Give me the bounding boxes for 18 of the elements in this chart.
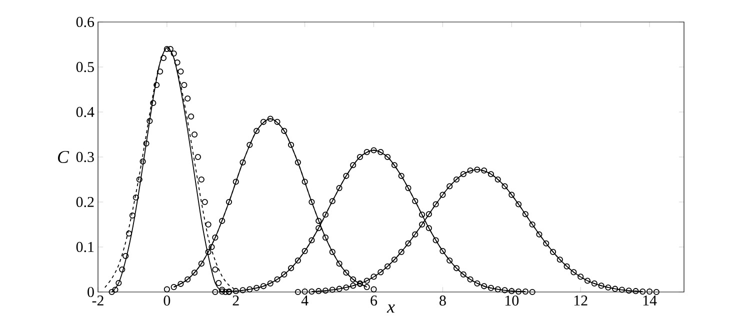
y-tick-label: 0.4 <box>76 106 94 118</box>
y-tick-label: 0.5 <box>76 62 94 72</box>
x-axis-title: x <box>386 304 395 313</box>
y-tick-label: 0.3 <box>76 152 94 162</box>
x-tick-label: 6 <box>370 296 378 306</box>
y-tick-label: 0.2 <box>76 196 94 208</box>
x-tick-label: 0 <box>164 296 170 306</box>
y-tick-label: 0.6 <box>76 16 94 28</box>
x-tick-label: 12 <box>574 296 588 306</box>
y-tick-label: 0.1 <box>76 242 94 252</box>
x-tick-label: 10 <box>505 296 519 306</box>
x-tick-label: 14 <box>643 296 657 306</box>
x-tick-label: 2 <box>232 296 239 306</box>
y-tick-label: 0 <box>88 286 94 298</box>
x-tick-label: -2 <box>92 296 104 306</box>
x-tick-label: 4 <box>301 296 308 306</box>
x-tick-label: 8 <box>440 296 446 306</box>
y-axis-title: C <box>58 150 70 164</box>
